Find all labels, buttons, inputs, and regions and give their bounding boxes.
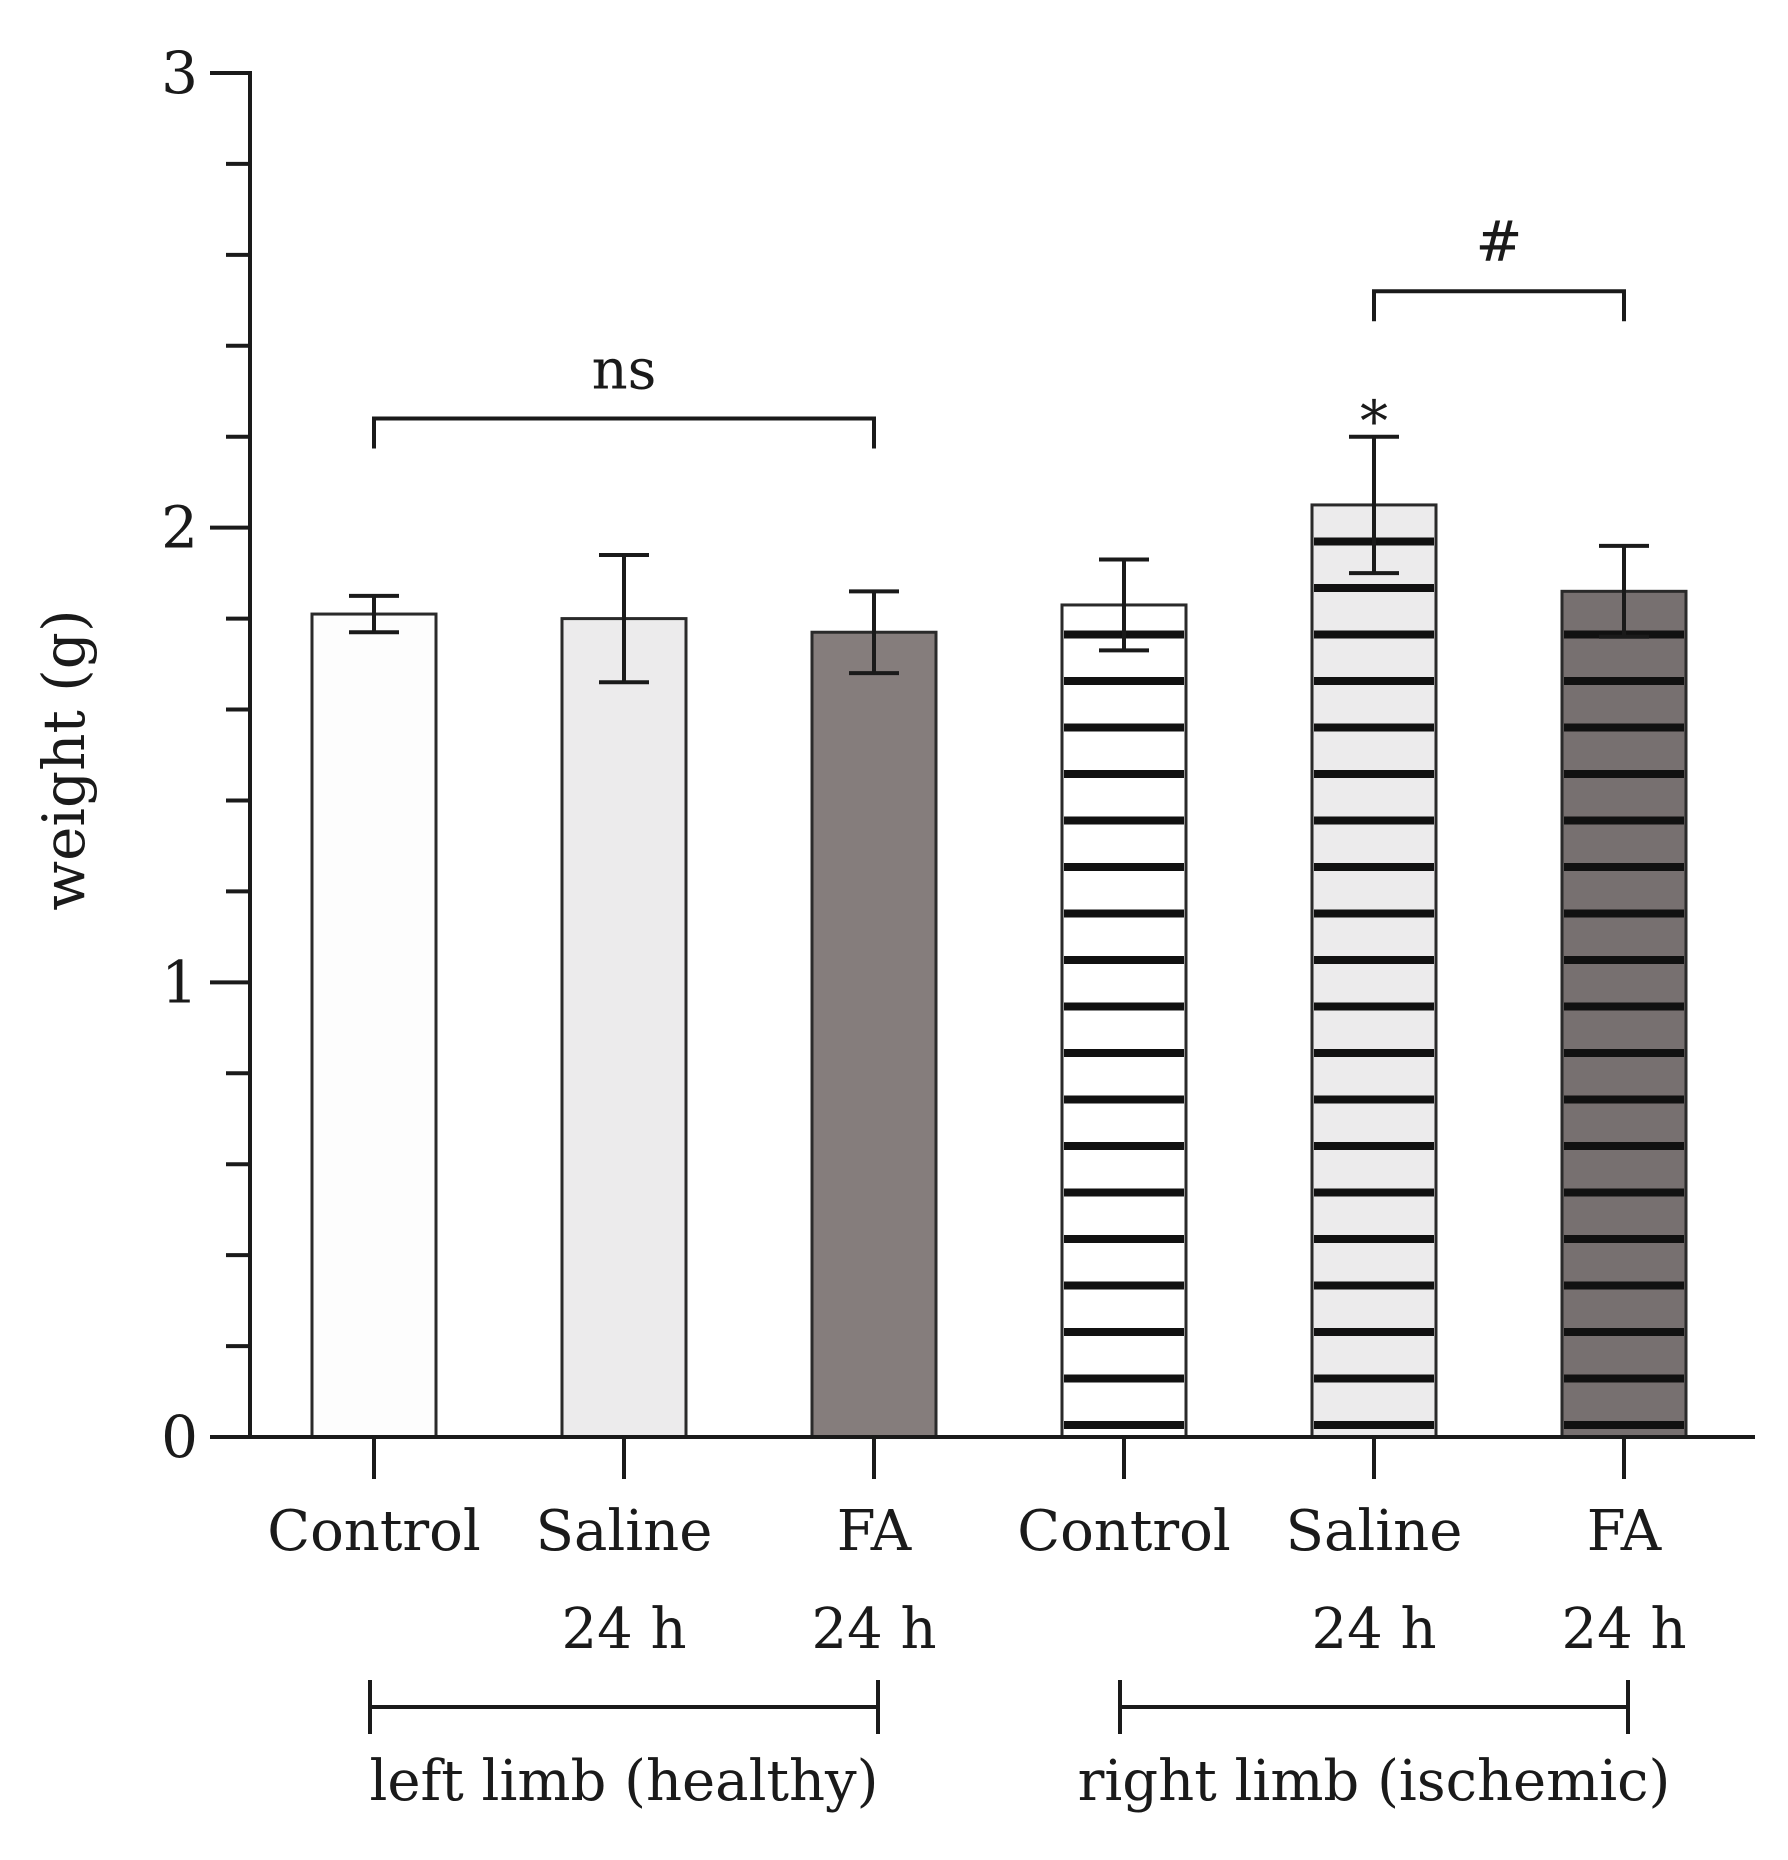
bar-group bbox=[1310, 503, 1438, 1439]
error-bar bbox=[349, 593, 399, 635]
group-label: left limb (healthy) bbox=[369, 1749, 878, 1814]
error-bar bbox=[1099, 557, 1149, 653]
y-axis-title: weight (g) bbox=[30, 609, 98, 910]
bar bbox=[1560, 589, 1688, 1439]
y-tick-label: 3 bbox=[161, 39, 198, 107]
bar bbox=[1060, 603, 1188, 1439]
x-category-label: Control bbox=[1017, 1499, 1231, 1564]
bar bbox=[1310, 503, 1438, 1439]
x-category-label: FA bbox=[837, 1499, 912, 1564]
error-bar bbox=[1349, 434, 1399, 576]
x-category-sublabel: 24 h bbox=[1311, 1597, 1436, 1662]
significance-marker: * bbox=[1360, 390, 1388, 455]
significance-label: ns bbox=[592, 338, 657, 403]
x-category-sublabel: 24 h bbox=[811, 1597, 936, 1662]
x-category-sublabel: 24 h bbox=[561, 1597, 686, 1662]
y-tick-label: 1 bbox=[161, 948, 198, 1016]
bar-group bbox=[1060, 603, 1188, 1439]
group-bracket: right limb (ischemic) bbox=[1078, 1680, 1671, 1814]
error-bar bbox=[1599, 543, 1649, 639]
error-bar bbox=[849, 589, 899, 676]
y-tick-label: 0 bbox=[161, 1403, 198, 1471]
x-category-label: Control bbox=[267, 1499, 481, 1564]
y-tick-label: 2 bbox=[161, 494, 198, 562]
x-category-label: Saline bbox=[1286, 1499, 1463, 1564]
significance-label: # bbox=[1476, 210, 1523, 275]
group-label: right limb (ischemic) bbox=[1078, 1749, 1671, 1814]
significance-bracket: # bbox=[1372, 210, 1626, 322]
significance-bracket: ns bbox=[372, 338, 876, 449]
x-category-label: Saline bbox=[536, 1499, 713, 1564]
error-bar bbox=[599, 552, 649, 685]
bar bbox=[810, 630, 938, 1439]
bar-group bbox=[1560, 589, 1688, 1439]
bar-group bbox=[310, 612, 438, 1439]
bar-group bbox=[560, 617, 688, 1439]
bar-group bbox=[810, 630, 938, 1439]
bar bbox=[310, 612, 438, 1439]
bar bbox=[560, 617, 688, 1439]
group-bracket: left limb (healthy) bbox=[368, 1680, 880, 1814]
significance-bracket-line bbox=[1372, 289, 1626, 322]
x-category-label: FA bbox=[1587, 1499, 1662, 1564]
bar-stripes bbox=[1314, 537, 1434, 1429]
x-category-sublabel: 24 h bbox=[1561, 1597, 1686, 1662]
significance-bracket-line bbox=[372, 416, 876, 449]
